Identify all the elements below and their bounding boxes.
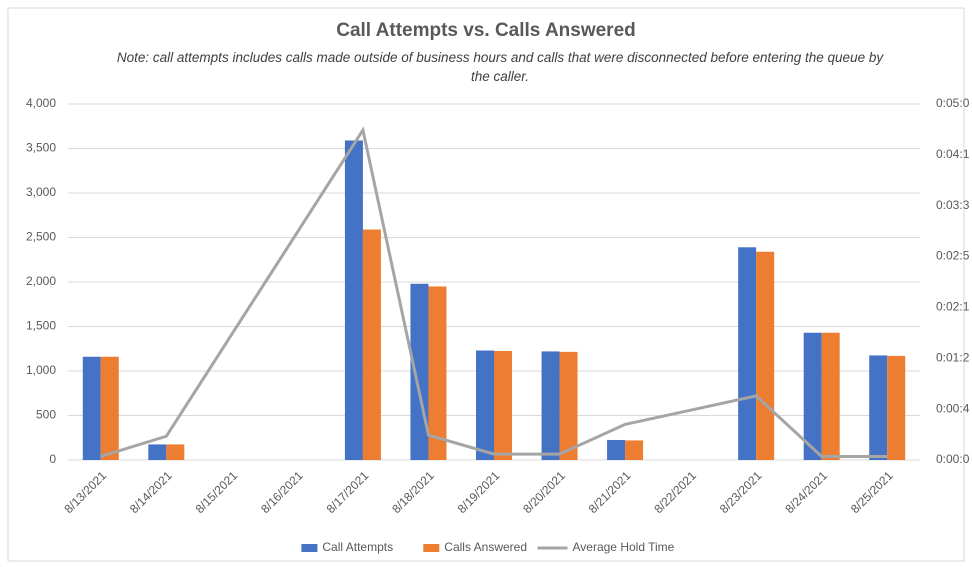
chart-border: [7, 7, 965, 562]
bar: [100, 356, 119, 460]
bar: [410, 283, 429, 460]
x-tick-label: 8/16/2021: [258, 468, 306, 516]
bar: [821, 332, 840, 460]
x-tick-label: 8/21/2021: [586, 468, 634, 516]
y-tick-label: 4,000: [26, 96, 56, 110]
x-tick-label: 8/18/2021: [389, 468, 437, 516]
bar: [476, 350, 494, 460]
y2-tick-label: 0:02:5: [936, 249, 970, 263]
bar: [625, 440, 644, 460]
bar: [803, 332, 822, 460]
y-tick-label: 1,000: [26, 363, 56, 377]
bar: [756, 251, 775, 460]
y2-tick-label: 0:03:3: [936, 198, 970, 212]
chart-title: Call Attempts vs. Calls Answered: [336, 20, 636, 41]
y-tick-label: 1,500: [26, 319, 56, 333]
legend-label: Calls Answered: [444, 540, 527, 554]
bar: [887, 355, 906, 460]
bar: [362, 229, 381, 460]
bar: [344, 140, 363, 461]
y-tick-label: 3,500: [26, 141, 56, 155]
y-tick-label: 2,000: [26, 274, 56, 288]
y-tick-label: 500: [36, 408, 56, 422]
y-tick-label: 0: [49, 452, 56, 466]
legend-swatch: [423, 544, 440, 552]
y2-tick-label: 0:05:0: [936, 96, 970, 110]
x-tick-label: 8/25/2021: [848, 468, 896, 516]
bar: [148, 444, 167, 460]
y2-tick-label: 0:01:2: [936, 350, 970, 364]
y-tick-label: 2,500: [26, 230, 56, 244]
bar: [869, 355, 888, 460]
y2-tick-label: 0:02:1: [936, 300, 970, 314]
bar: [559, 351, 578, 460]
x-tick-label: 8/13/2021: [61, 468, 109, 516]
legend-swatch: [301, 544, 318, 552]
x-tick-label: 8/22/2021: [651, 468, 699, 516]
x-tick-label: 8/14/2021: [127, 468, 175, 516]
bar: [82, 356, 101, 460]
line: [100, 126, 888, 458]
bar: [738, 247, 757, 460]
y-tick-label: 3,000: [26, 185, 56, 199]
x-tick-label: 8/15/2021: [193, 468, 241, 516]
bar: [428, 286, 447, 460]
y2-tick-label: 0:04:1: [936, 147, 970, 161]
y2-tick-label: 0:00:0: [936, 452, 970, 466]
legend-label: Call Attempts: [322, 540, 393, 554]
x-tick-label: 8/17/2021: [324, 468, 372, 516]
x-tick-label: 8/23/2021: [717, 468, 765, 516]
x-tick-label: 8/20/2021: [520, 468, 568, 516]
legend-label: Average Hold Time: [573, 540, 675, 554]
bar: [541, 351, 560, 460]
x-tick-label: 8/24/2021: [782, 468, 830, 516]
bar: [166, 444, 185, 460]
chart-subtitle: Note: call attempts includes calls made …: [116, 50, 884, 84]
x-tick-label: 8/19/2021: [455, 468, 503, 516]
bar: [607, 439, 626, 460]
y2-tick-label: 0:00:4: [936, 401, 970, 415]
bar: [494, 350, 512, 460]
